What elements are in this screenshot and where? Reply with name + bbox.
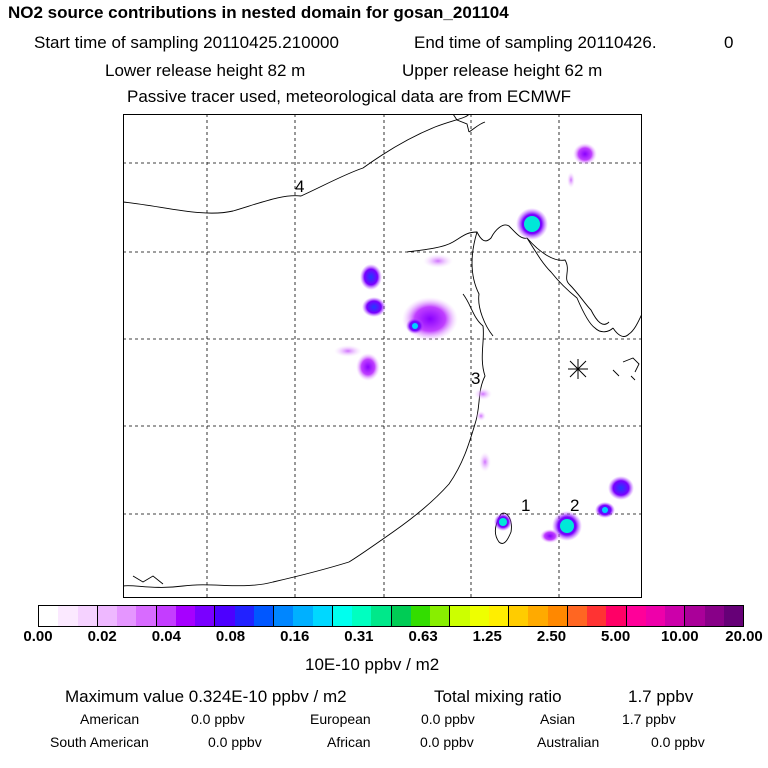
colorbar-swatch <box>39 606 59 626</box>
region-label-2: 2 <box>570 496 579 515</box>
colorbar-swatch <box>352 606 372 626</box>
concentration-plumes <box>334 143 634 543</box>
colorbar-swatch <box>410 606 430 626</box>
colorbar-tick-label: 0.63 <box>408 628 438 645</box>
south-american-value: 0.0 ppbv <box>208 734 262 750</box>
max-value: Maximum value 0.324E-10 ppbv / m2 <box>65 687 347 706</box>
colorbar-swatch <box>685 606 705 626</box>
end-time-suffix: 0 <box>724 33 734 52</box>
colorbar-swatch <box>77 606 98 626</box>
colorbar-swatch <box>704 606 724 626</box>
colorbar-swatch <box>391 606 411 626</box>
colorbar-tick-label: 5.00 <box>601 628 631 645</box>
colorbar-swatch <box>450 606 470 626</box>
colorbar-swatch <box>117 606 137 626</box>
colorbar-swatch <box>136 606 157 626</box>
american-value: 0.0 ppbv <box>191 711 245 727</box>
colorbar-swatch <box>626 606 646 626</box>
colorbar-tick-label: 0.02 <box>87 628 117 645</box>
colorbar-swatch <box>488 606 509 626</box>
colorbar-swatch <box>587 606 607 626</box>
colorbar-tick-label: 0.31 <box>344 628 374 645</box>
asian-value: 1.7 ppbv <box>622 711 676 727</box>
colorbar-swatch <box>567 606 587 626</box>
asian-label: Asian <box>540 711 576 727</box>
colorbar-swatch <box>195 606 216 626</box>
colorbar-swatch <box>547 606 568 626</box>
colorbar-tick-label: 0.16 <box>280 628 310 645</box>
colorbar-tick-label: 0.00 <box>23 628 53 645</box>
colorbar-swatch <box>332 606 352 626</box>
australian-label: Australian <box>537 734 600 750</box>
colorbar-swatch <box>469 606 489 626</box>
source-marker <box>568 359 588 379</box>
total-mixing-label: Total mixing ratio <box>434 687 562 706</box>
colorbar-swatch <box>97 606 117 626</box>
colorbar-swatch <box>645 606 665 626</box>
start-time-label: Start time of sampling 20110425.210000 <box>34 33 339 52</box>
colorbar-tick-label: 1.25 <box>472 628 502 645</box>
australian-value: 0.0 ppbv <box>651 734 705 750</box>
upper-release-height: Upper release height 62 m <box>402 61 603 80</box>
colorbar-swatch <box>371 606 392 626</box>
lower-release-height: Lower release height 82 m <box>105 61 306 80</box>
colorbar-unit: 10E-10 ppbv / m2 <box>305 655 440 674</box>
colorbar-swatch <box>215 606 235 626</box>
region-label-1: 1 <box>521 496 530 515</box>
plot-title: NO2 source contributions in nested domai… <box>8 3 509 22</box>
end-time-label: End time of sampling 20110426. <box>414 33 657 52</box>
colorbar-swatch <box>528 606 548 626</box>
south-american-label: South American <box>50 734 149 750</box>
colorbar-swatch <box>509 606 529 626</box>
tracer-note: Passive tracer used, meteorological data… <box>127 87 572 106</box>
colorbar-swatch <box>156 606 176 626</box>
colorbar-tick-label: 20.00 <box>725 628 763 645</box>
american-label: American <box>80 711 140 727</box>
colorbar-tick-label: 2.50 <box>536 628 567 645</box>
colorbar-swatch <box>665 606 686 626</box>
region-label-3: 3 <box>471 369 480 388</box>
colorbar <box>38 605 744 627</box>
colorbar-tick-label: 0.08 <box>215 628 246 645</box>
african-label: African <box>327 734 371 750</box>
colorbar-swatch <box>253 606 274 626</box>
colorbar-swatch <box>293 606 313 626</box>
colorbar-swatch <box>234 606 254 626</box>
colorbar-swatch <box>430 606 451 626</box>
colorbar-tick-label: 10.00 <box>661 628 699 645</box>
colorbar-swatch <box>606 606 627 626</box>
colorbar-swatch <box>58 606 78 626</box>
region-label-4: 4 <box>295 177 304 196</box>
colorbar-tick-label: 0.04 <box>151 628 181 645</box>
total-mixing-value: 1.7 ppbv <box>628 687 694 706</box>
korea-peninsula <box>526 237 642 337</box>
colorbar-swatch <box>723 606 743 626</box>
african-value: 0.0 ppbv <box>420 734 474 750</box>
colorbar-swatch <box>312 606 333 626</box>
grid-lines <box>123 114 642 598</box>
european-label: European <box>310 711 371 727</box>
colorbar-swatch <box>175 606 195 626</box>
map-panel: 4 3 1 2 <box>123 114 642 598</box>
european-value: 0.0 ppbv <box>421 711 475 727</box>
colorbar-swatch <box>274 606 294 626</box>
region-labels: 4 3 1 2 <box>295 177 579 515</box>
